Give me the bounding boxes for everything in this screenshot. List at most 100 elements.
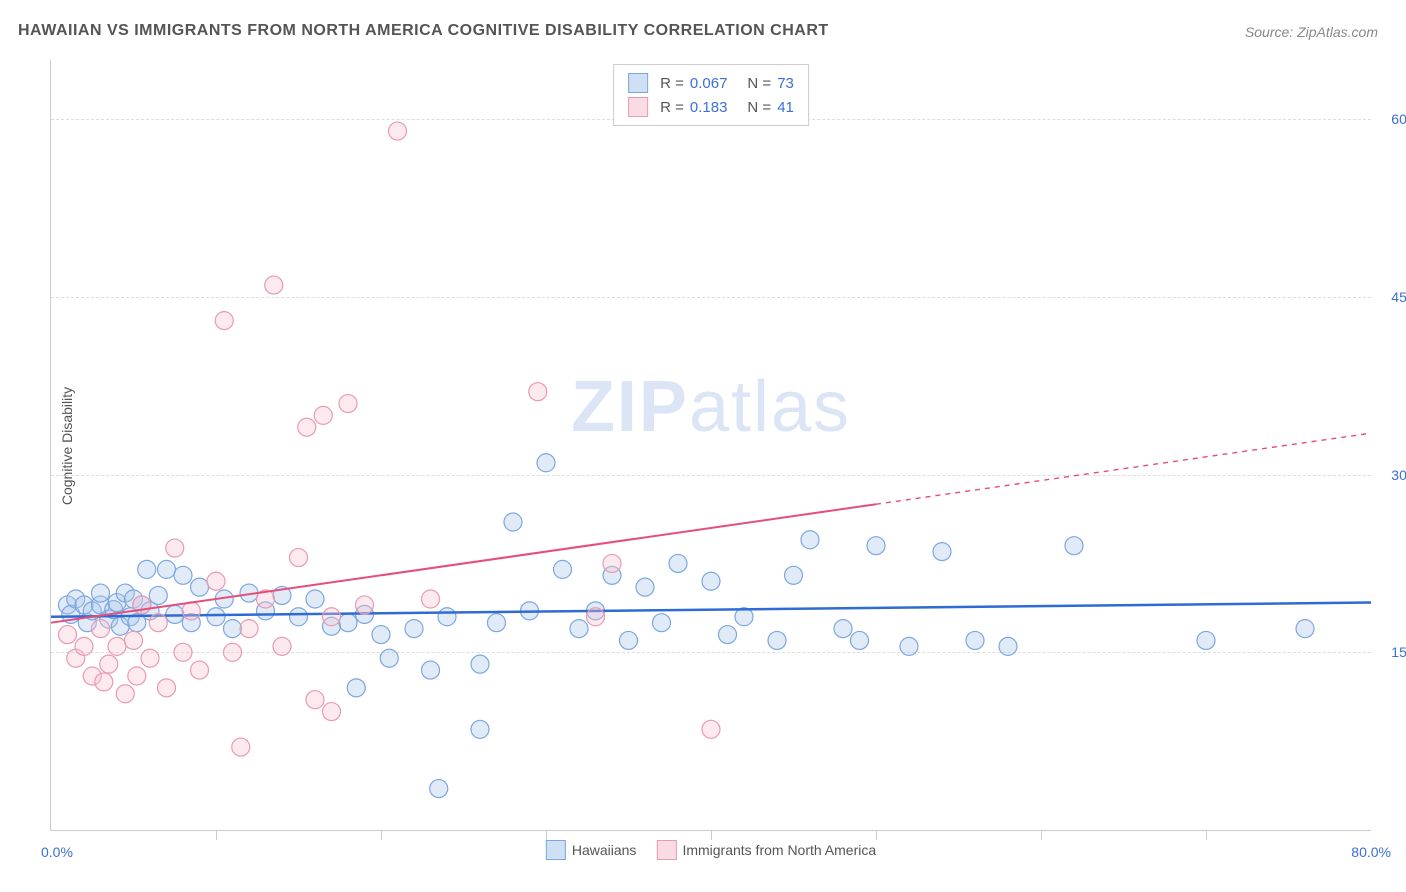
data-point bbox=[75, 637, 93, 655]
data-point bbox=[138, 560, 156, 578]
data-point bbox=[653, 614, 671, 632]
x-tick bbox=[876, 830, 877, 840]
data-point bbox=[537, 454, 555, 472]
data-point bbox=[265, 276, 283, 294]
data-point bbox=[240, 620, 258, 638]
data-point bbox=[851, 631, 869, 649]
data-point bbox=[422, 590, 440, 608]
data-point bbox=[314, 406, 332, 424]
data-point bbox=[158, 560, 176, 578]
data-point bbox=[273, 637, 291, 655]
data-point bbox=[191, 578, 209, 596]
data-point bbox=[306, 590, 324, 608]
data-point bbox=[224, 620, 242, 638]
data-point bbox=[529, 383, 547, 401]
data-point bbox=[471, 720, 489, 738]
data-point bbox=[471, 655, 489, 673]
y-tick-label: 15.0% bbox=[1381, 644, 1406, 660]
trend-line bbox=[51, 504, 876, 622]
data-point bbox=[900, 637, 918, 655]
data-point bbox=[149, 614, 167, 632]
x-tick bbox=[1206, 830, 1207, 840]
data-point bbox=[100, 655, 118, 673]
data-point bbox=[1197, 631, 1215, 649]
data-point bbox=[719, 626, 737, 644]
data-point bbox=[191, 661, 209, 679]
x-tick bbox=[216, 830, 217, 840]
data-point bbox=[785, 566, 803, 584]
legend-item-1: Hawaiians bbox=[546, 840, 637, 860]
series-legend: Hawaiians Immigrants from North America bbox=[546, 840, 876, 860]
data-point bbox=[298, 418, 316, 436]
data-point bbox=[504, 513, 522, 531]
data-point bbox=[207, 608, 225, 626]
data-point bbox=[339, 395, 357, 413]
data-point bbox=[834, 620, 852, 638]
legend-swatch-1 bbox=[628, 73, 648, 93]
scatter-svg bbox=[51, 60, 1371, 830]
data-point bbox=[125, 631, 143, 649]
x-tick bbox=[381, 830, 382, 840]
data-point bbox=[372, 626, 390, 644]
data-point bbox=[174, 566, 192, 584]
legend-swatch-2 bbox=[628, 97, 648, 117]
data-point bbox=[933, 543, 951, 561]
data-point bbox=[92, 584, 110, 602]
data-point bbox=[966, 631, 984, 649]
data-point bbox=[554, 560, 572, 578]
source-attribution: Source: ZipAtlas.com bbox=[1245, 24, 1378, 40]
legend-row-series-2: R = 0.183 N = 41 bbox=[628, 95, 794, 119]
chart-container: HAWAIIAN VS IMMIGRANTS FROM NORTH AMERIC… bbox=[0, 0, 1406, 892]
data-point bbox=[603, 554, 621, 572]
data-point bbox=[356, 596, 374, 614]
data-point bbox=[702, 720, 720, 738]
data-point bbox=[182, 602, 200, 620]
legend-swatch-icon bbox=[656, 840, 676, 860]
data-point bbox=[323, 608, 341, 626]
y-tick-label: 30.0% bbox=[1381, 467, 1406, 483]
legend-item-2: Immigrants from North America bbox=[656, 840, 876, 860]
data-point bbox=[702, 572, 720, 590]
data-point bbox=[438, 608, 456, 626]
data-point bbox=[620, 631, 638, 649]
data-point bbox=[116, 685, 134, 703]
data-point bbox=[488, 614, 506, 632]
data-point bbox=[92, 620, 110, 638]
legend-label: Immigrants from North America bbox=[682, 842, 876, 858]
legend-label: Hawaiians bbox=[572, 842, 637, 858]
correlation-legend: R = 0.067 N = 73 R = 0.183 N = 41 bbox=[613, 64, 809, 126]
y-tick-label: 60.0% bbox=[1381, 111, 1406, 127]
data-point bbox=[128, 667, 146, 685]
data-point bbox=[59, 626, 77, 644]
data-point bbox=[207, 572, 225, 590]
data-point bbox=[323, 703, 341, 721]
data-point bbox=[174, 643, 192, 661]
data-point bbox=[290, 608, 308, 626]
data-point bbox=[389, 122, 407, 140]
data-point bbox=[669, 554, 687, 572]
data-point bbox=[867, 537, 885, 555]
data-point bbox=[801, 531, 819, 549]
data-point bbox=[347, 679, 365, 697]
chart-title: HAWAIIAN VS IMMIGRANTS FROM NORTH AMERIC… bbox=[18, 22, 829, 40]
data-point bbox=[215, 312, 233, 330]
data-point bbox=[141, 649, 159, 667]
data-point bbox=[999, 637, 1017, 655]
data-point bbox=[587, 608, 605, 626]
data-point bbox=[95, 673, 113, 691]
x-axis-max-label: 80.0% bbox=[1351, 844, 1391, 860]
data-point bbox=[339, 614, 357, 632]
plot-area: ZIPatlas 15.0%30.0%45.0%60.0% R = 0.067 … bbox=[50, 60, 1371, 831]
data-point bbox=[422, 661, 440, 679]
data-point bbox=[380, 649, 398, 667]
data-point bbox=[405, 620, 423, 638]
data-point bbox=[166, 539, 184, 557]
x-tick bbox=[546, 830, 547, 840]
data-point bbox=[224, 643, 242, 661]
data-point bbox=[636, 578, 654, 596]
x-tick bbox=[1041, 830, 1042, 840]
data-point bbox=[768, 631, 786, 649]
x-tick bbox=[711, 830, 712, 840]
data-point bbox=[290, 549, 308, 567]
trend-line-extrapolated bbox=[876, 433, 1371, 504]
